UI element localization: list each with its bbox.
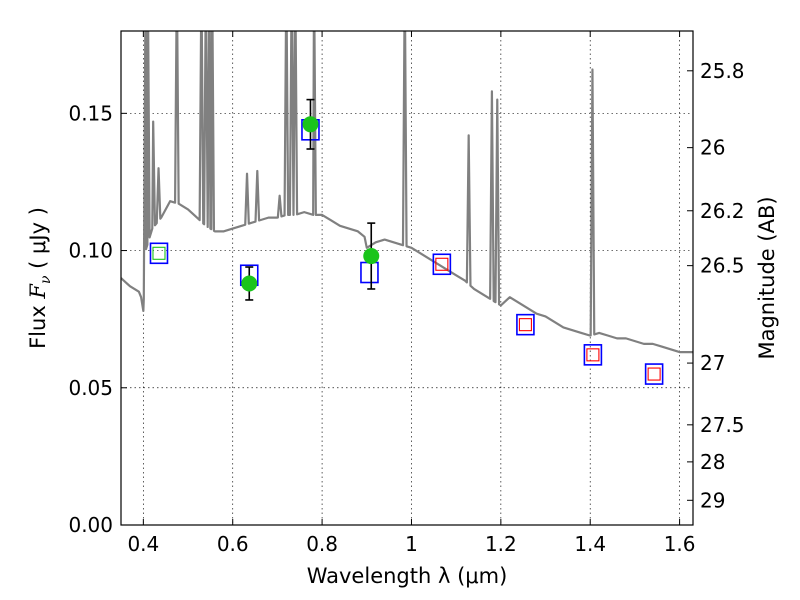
model-photometry-inner-box — [435, 257, 449, 271]
model-photometry-inner-box — [586, 348, 600, 362]
x-tick-label: 0.6 — [217, 532, 249, 556]
model-photometry-box — [516, 313, 535, 336]
measured-photometry-layer — [241, 98, 380, 301]
y-tick-label: 0.05 — [68, 376, 113, 400]
grid-lines — [121, 31, 693, 525]
y2-tick-labels: 25.8 26 26.2 26.5 27 27.5 28 29 — [700, 59, 745, 513]
y2-tick-label: 29 — [700, 488, 725, 512]
y-tick-labels: 0.00 0.05 0.10 0.15 — [68, 101, 113, 537]
x-tick-label: 1.6 — [664, 532, 696, 556]
y2-tick-label: 26 — [700, 136, 725, 160]
axis-ticks — [121, 31, 693, 526]
model-photometry-inner-box — [152, 246, 166, 260]
measured-point — [363, 248, 380, 265]
model-photometry-inner-box — [647, 367, 661, 381]
y-tick-label: 0.00 — [68, 513, 113, 537]
model-photometry-box — [583, 344, 603, 366]
y2-tick-label: 25.8 — [700, 59, 745, 83]
model-photometry-box — [432, 253, 452, 276]
y2-tick-label: 26.5 — [700, 254, 745, 278]
model-photometry-box — [644, 363, 664, 385]
x-tick-label: 1.2 — [485, 532, 517, 556]
x-tick-label: 0.4 — [127, 532, 159, 556]
y2-tick-label: 26.2 — [700, 199, 745, 223]
y2-tick-label: 27 — [700, 351, 725, 375]
y2-axis-label: Magnitude (AB) — [755, 196, 779, 359]
x-tick-label: 0.8 — [306, 532, 338, 556]
model-spectrum-line — [121, 31, 693, 354]
y-axis-label: Flux Fν ( μJy ) — [26, 207, 54, 349]
model-photometry-box — [149, 242, 169, 265]
x-tick-label: 1.4 — [574, 532, 606, 556]
y-tick-label: 0.15 — [68, 101, 113, 125]
x-tick-label: 1 — [405, 532, 418, 556]
x-axis-label: Wavelength λ (μm) — [307, 564, 508, 588]
y2-tick-label: 27.5 — [700, 413, 745, 437]
model-spectrum-layer — [121, 31, 693, 354]
y-tick-label: 0.10 — [68, 239, 113, 263]
y2-tick-label: 28 — [700, 450, 725, 474]
measured-point — [302, 116, 319, 133]
plot-frame — [120, 30, 694, 526]
x-tick-labels: 0.4 0.6 0.8 1 1.2 1.4 1.6 — [127, 532, 695, 556]
model-photometry-inner-box — [518, 318, 532, 332]
measured-point — [241, 275, 258, 292]
